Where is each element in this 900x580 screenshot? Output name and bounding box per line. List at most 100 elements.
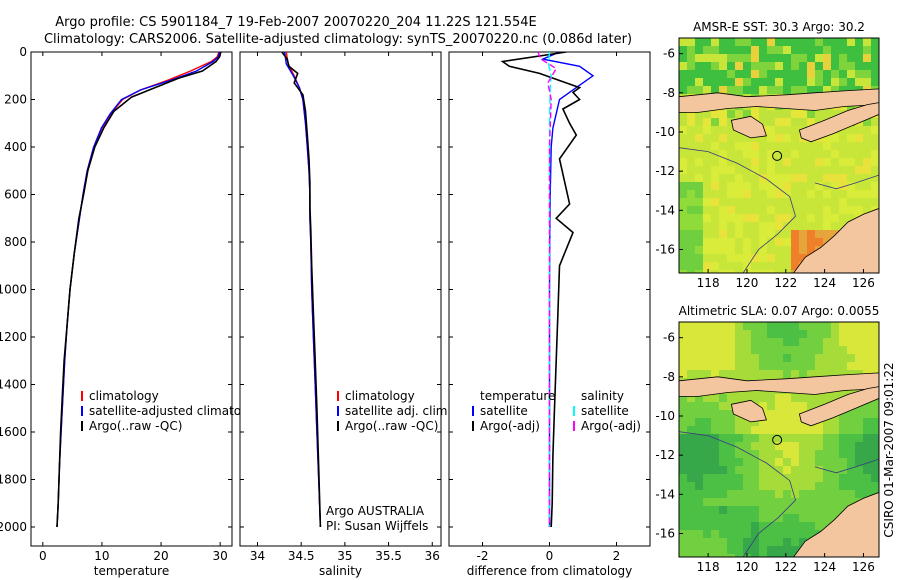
heatmap-cell bbox=[751, 62, 759, 70]
heatmap-cell bbox=[831, 78, 839, 86]
heatmap-cell bbox=[687, 46, 695, 54]
heatmap-cell bbox=[719, 546, 727, 554]
heatmap-cell bbox=[703, 182, 711, 190]
heatmap-cell bbox=[679, 466, 687, 474]
heatmap-cell bbox=[727, 410, 735, 418]
heatmap-cell bbox=[791, 506, 799, 514]
heatmap-cell bbox=[687, 150, 695, 158]
heatmap-cell bbox=[719, 198, 727, 206]
heatmap-cell bbox=[831, 54, 839, 62]
heatmap-cell bbox=[871, 70, 879, 78]
legend-label-argo-raw-qc: Argo(..raw -QC) bbox=[345, 419, 438, 433]
heatmap-cell bbox=[791, 142, 799, 150]
heatmap-cell bbox=[687, 442, 695, 450]
land-mass-1 bbox=[679, 372, 879, 397]
heatmap-cell bbox=[767, 338, 775, 346]
heatmap-cell bbox=[735, 262, 743, 270]
heatmap-cell bbox=[791, 54, 799, 62]
heatmap-cell bbox=[791, 370, 799, 378]
heatmap-cell bbox=[695, 78, 703, 86]
heatmap-cell bbox=[703, 46, 711, 54]
heatmap-cell bbox=[727, 86, 735, 94]
heatmap-cell bbox=[759, 466, 767, 474]
heatmap-cell bbox=[695, 370, 703, 378]
x-axis-label: salinity bbox=[319, 564, 362, 578]
heatmap-cell bbox=[767, 554, 775, 557]
heatmap-cell bbox=[719, 214, 727, 222]
heatmap-cell bbox=[775, 346, 783, 354]
heatmap-cell bbox=[703, 134, 711, 142]
heatmap-cell bbox=[823, 150, 831, 158]
heatmap-cell bbox=[695, 514, 703, 522]
heatmap-cell bbox=[679, 214, 687, 222]
heatmap-cell bbox=[815, 142, 823, 150]
heatmap-cell bbox=[807, 458, 815, 466]
heatmap-cell bbox=[703, 338, 711, 346]
heatmap-cell bbox=[743, 434, 751, 442]
heatmap-cell bbox=[791, 354, 799, 362]
heatmap-cell bbox=[687, 418, 695, 426]
heatmap-cell bbox=[695, 498, 703, 506]
heatmap-cell bbox=[695, 490, 703, 498]
heatmap-cell bbox=[847, 86, 855, 94]
heatmap-cell bbox=[767, 402, 775, 410]
heatmap-cell bbox=[847, 346, 855, 354]
heatmap-cell bbox=[695, 238, 703, 246]
heatmap-cell bbox=[703, 346, 711, 354]
heatmap-cell bbox=[727, 110, 735, 118]
heatmap-cell bbox=[727, 150, 735, 158]
heatmap-cell bbox=[679, 442, 687, 450]
heatmap-cell bbox=[783, 118, 791, 126]
heatmap-cell bbox=[855, 410, 863, 418]
heatmap-cell bbox=[799, 394, 807, 402]
heatmap-cell bbox=[775, 158, 783, 166]
heatmap-cell bbox=[695, 198, 703, 206]
heatmap-cell bbox=[743, 506, 751, 514]
heatmap-cell bbox=[823, 418, 831, 426]
heatmap-cell bbox=[783, 330, 791, 338]
heatmap-cell bbox=[775, 362, 783, 370]
heatmap-cell bbox=[703, 362, 711, 370]
heatmap-cell bbox=[751, 346, 759, 354]
heatmap-cell bbox=[703, 118, 711, 126]
heatmap-cell bbox=[799, 110, 807, 118]
heatmap-cell bbox=[695, 362, 703, 370]
heatmap-cell bbox=[751, 530, 759, 538]
heatmap-cell bbox=[703, 254, 711, 262]
heatmap-cell bbox=[799, 62, 807, 70]
heatmap-cell bbox=[759, 554, 767, 557]
heatmap-cell bbox=[735, 206, 743, 214]
heatmap-cell bbox=[847, 62, 855, 70]
heatmap-cell bbox=[687, 530, 695, 538]
heatmap-cell bbox=[839, 466, 847, 474]
heatmap-cell bbox=[695, 530, 703, 538]
heatmap-cell bbox=[759, 78, 767, 86]
heatmap-cell bbox=[847, 158, 855, 166]
heatmap-cell bbox=[767, 410, 775, 418]
heatmap-cell bbox=[823, 394, 831, 402]
x-tick-label: 34 bbox=[250, 549, 265, 563]
heatmap-cell bbox=[847, 498, 855, 506]
heatmap-cell bbox=[727, 214, 735, 222]
heatmap-cell bbox=[751, 522, 759, 530]
heatmap-cell bbox=[703, 230, 711, 238]
land-mass-2 bbox=[730, 115, 767, 139]
temperature-profile-panel: 0 10 20 30 temperature 0 200 400 600 800 1000 1200 1… bbox=[0, 45, 267, 578]
x-tick-label: -2 bbox=[477, 549, 489, 563]
heatmap-cell bbox=[759, 402, 767, 410]
heatmap-cell bbox=[695, 110, 703, 118]
heatmap-cell bbox=[751, 426, 759, 434]
heatmap-cell bbox=[847, 322, 855, 330]
heatmap-cell bbox=[767, 246, 775, 254]
heatmap-cell bbox=[711, 214, 719, 222]
heatmap-cell bbox=[719, 402, 727, 410]
heatmap-cell bbox=[815, 230, 823, 238]
heatmap-cell bbox=[695, 190, 703, 198]
heatmap-cell bbox=[791, 190, 799, 198]
heatmap-cell bbox=[759, 222, 767, 230]
heatmap-cell bbox=[839, 62, 847, 70]
heatmap-cell bbox=[775, 54, 783, 62]
heatmap-cell bbox=[831, 442, 839, 450]
heatmap-cell bbox=[711, 474, 719, 482]
heatmap-cell bbox=[839, 70, 847, 78]
